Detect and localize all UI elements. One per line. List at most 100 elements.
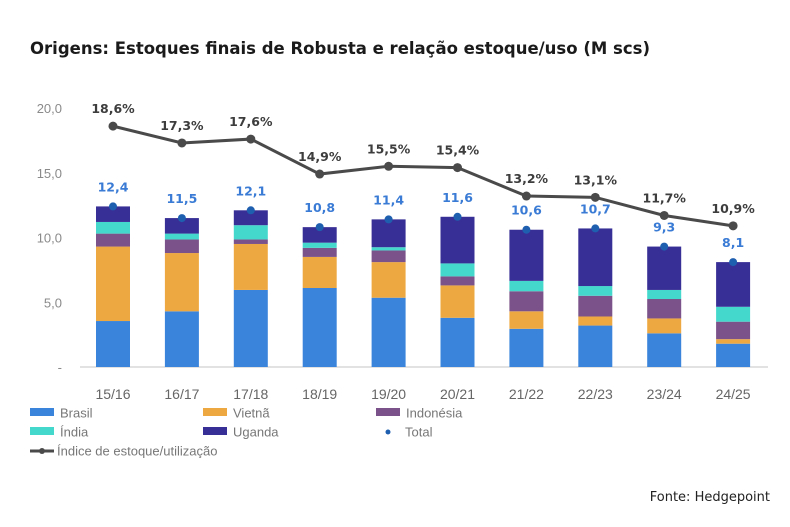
total-label: 12,1 <box>235 183 266 198</box>
bar-segment-indonésia <box>509 291 544 312</box>
bar-segment-brasil <box>96 321 130 367</box>
y-tick-label: 15,0 <box>37 166 62 181</box>
total-marker <box>453 212 462 221</box>
bar-segment-vietnã <box>578 316 613 326</box>
y-axis: - 5,0 10,0 15,0 20,0 <box>37 101 62 375</box>
x-tick-label: 22/23 <box>578 386 613 402</box>
y-tick-label: 10,0 <box>37 231 62 246</box>
bar-segment-vietnã <box>371 262 406 298</box>
ratio-marker <box>246 134 256 144</box>
total-label: 10,6 <box>511 203 542 218</box>
bar-segment-brasil <box>578 325 613 367</box>
ratio-label: 13,2% <box>505 171 549 186</box>
ratio-label: 10,9% <box>711 201 755 216</box>
bar-segment-vietnã <box>716 339 751 344</box>
bar-segment-vietnã <box>233 243 268 290</box>
ratio-marker <box>728 221 738 231</box>
ratio-label: 14,9% <box>298 149 342 164</box>
x-tick-label: 24/25 <box>716 386 751 402</box>
total-marker <box>109 202 117 211</box>
bar-segment-vietnã <box>96 246 130 322</box>
total-label: 11,4 <box>373 192 404 207</box>
bar-segment-vietnã <box>302 256 337 289</box>
legend-item-índice-de-estoque-utilização: Índice de estoque/utilização <box>30 444 217 459</box>
ratio-marker <box>315 169 325 179</box>
ratio-marker <box>659 210 669 220</box>
bar-segment-indonésia <box>371 250 406 263</box>
ratio-line: 18,6% 17,3% 17,6% 14,9% 15,5% 15,4% 13,2% 13,1%… <box>91 101 755 231</box>
ratio-marker <box>521 191 531 201</box>
total-marker <box>522 225 531 234</box>
legend-item-vietnã: Vietnã <box>203 406 270 421</box>
bar-segment-brasil <box>371 297 406 367</box>
legend-item-brasil: Brasil <box>30 406 93 421</box>
bar-segment-indonésia <box>578 295 613 317</box>
bar-segment-uganda <box>716 262 751 307</box>
legend-swatch <box>203 427 227 435</box>
bar-segment-uganda <box>233 210 268 226</box>
legend-item-uganda: Uganda <box>203 425 279 440</box>
total-label: 9,3 <box>653 220 675 235</box>
total-label: 10,7 <box>580 201 611 216</box>
ratio-marker <box>108 121 118 131</box>
legend-item-índia: Índia <box>30 425 89 440</box>
y-tick-label: - <box>58 360 62 375</box>
bar-segment-índia <box>302 242 337 248</box>
bar-segment-uganda <box>647 246 682 290</box>
total-marker <box>660 242 669 251</box>
bar-segment-indonésia <box>647 299 682 319</box>
bar-segment-vietnã <box>509 311 544 329</box>
bar-segment-brasil <box>440 317 475 367</box>
bar-segment-índia <box>440 263 475 277</box>
legend-swatch-marker <box>39 448 45 454</box>
x-tick-label: 15/16 <box>95 386 130 402</box>
bar-segment-uganda <box>96 206 130 222</box>
bar-segment-vietnã <box>647 318 682 334</box>
total-marker <box>315 223 324 232</box>
bar-segment-índia <box>96 221 130 234</box>
bar-segment-brasil <box>302 288 337 367</box>
bar-segment-brasil <box>509 328 544 367</box>
ratio-label: 17,6% <box>229 114 273 129</box>
bar-segment-brasil <box>647 333 682 367</box>
legend: Brasil Vietnã Indonésia Índia Uganda Total Índ… <box>30 406 463 459</box>
total-marker <box>246 206 255 215</box>
source-note: Fonte: Hedgepoint <box>650 490 770 505</box>
legend-label: Brasil <box>60 406 93 421</box>
legend-label: Total <box>405 425 433 440</box>
total-label: 12,4 <box>98 179 129 194</box>
bar-segment-índia <box>164 233 199 240</box>
total-marker <box>384 215 393 224</box>
total-marker <box>177 214 186 223</box>
bar-segment-vietnã <box>164 253 199 312</box>
bar-segment-uganda <box>371 219 406 248</box>
bar-segment-índia <box>509 280 544 292</box>
legend-swatch <box>30 427 54 435</box>
bar-segment-uganda <box>440 216 475 264</box>
x-tick-label: 21/22 <box>509 386 544 402</box>
bar-segment-uganda <box>302 227 337 243</box>
ratio-marker <box>590 192 600 202</box>
legend-label: Uganda <box>233 425 279 440</box>
legend-swatch <box>385 429 391 435</box>
bar-segment-índia <box>371 247 406 251</box>
bar-segment-indonésia <box>440 276 475 286</box>
y-tick-label: 20,0 <box>37 101 62 116</box>
total-marker <box>729 258 738 267</box>
ratio-label: 15,4% <box>436 143 480 158</box>
ratio-marker <box>453 163 462 173</box>
y-tick-label: 5,0 <box>44 295 62 310</box>
legend-swatch <box>376 408 400 416</box>
chart-title: Origens: Estoques finais de Robusta e re… <box>30 39 650 58</box>
total-marker <box>591 224 600 233</box>
bar-segment-vietnã <box>440 285 475 318</box>
legend-item-indonésia: Indonésia <box>376 406 463 421</box>
x-tick-label: 17/18 <box>233 386 268 402</box>
bar-segment-indonésia <box>96 233 130 247</box>
x-axis: 15/16 16/17 17/18 18/19 19/20 20/21 21/22 22/23… <box>95 386 750 402</box>
bar-segment-uganda <box>164 218 199 234</box>
bar-segment-índia <box>716 306 751 322</box>
ratio-marker <box>177 138 187 148</box>
bar-segment-brasil <box>716 343 751 367</box>
